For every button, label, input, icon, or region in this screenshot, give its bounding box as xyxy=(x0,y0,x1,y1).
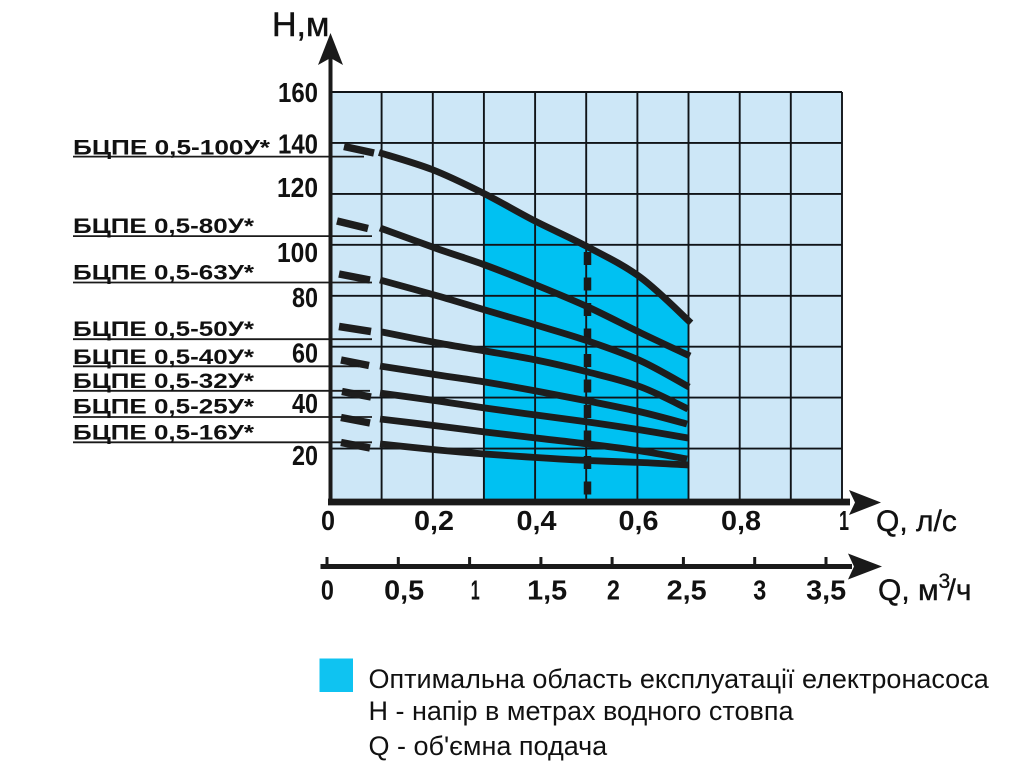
svg-text:Q, л/с: Q, л/с xyxy=(876,505,957,538)
svg-text:2: 2 xyxy=(607,575,620,606)
svg-text:0,2: 0,2 xyxy=(414,505,454,536)
svg-text:3: 3 xyxy=(753,575,766,606)
svg-text:0,5: 0,5 xyxy=(384,575,424,606)
svg-text:0: 0 xyxy=(321,575,334,606)
svg-text:100: 100 xyxy=(277,237,318,268)
svg-text:БЦПЕ 0,5-40У*: БЦПЕ 0,5-40У* xyxy=(73,346,255,369)
svg-text:1: 1 xyxy=(471,575,480,606)
svg-text:160: 160 xyxy=(278,77,318,108)
svg-text:140: 140 xyxy=(278,129,318,160)
svg-text:120: 120 xyxy=(277,172,318,203)
svg-text:БЦПЕ 0,5-80У*: БЦПЕ 0,5-80У* xyxy=(73,215,255,238)
svg-text:Н,м: Н,м xyxy=(272,6,329,44)
svg-text:БЦПЕ 0,5-100У*: БЦПЕ 0,5-100У* xyxy=(73,137,271,160)
svg-text:Q, м: Q, м xyxy=(878,574,939,607)
svg-text:0,8: 0,8 xyxy=(721,505,761,536)
svg-text:Н - напір в метрах водного сто: Н - напір в метрах водного стовпа xyxy=(369,696,795,726)
svg-text:3,5: 3,5 xyxy=(806,575,846,606)
svg-text:1,5: 1,5 xyxy=(527,575,567,606)
svg-text:0,6: 0,6 xyxy=(619,505,659,536)
svg-text:3: 3 xyxy=(939,570,951,593)
svg-text:60: 60 xyxy=(292,338,318,369)
svg-text:0,4: 0,4 xyxy=(517,505,557,536)
svg-text:1: 1 xyxy=(839,505,849,536)
svg-text:40: 40 xyxy=(292,388,318,419)
svg-text:БЦПЕ 0,5-32У*: БЦПЕ 0,5-32У* xyxy=(73,370,255,393)
svg-text:80: 80 xyxy=(292,282,318,313)
svg-text:/ч: /ч xyxy=(948,574,972,607)
svg-text:БЦПЕ 0,5-25У*: БЦПЕ 0,5-25У* xyxy=(73,396,255,419)
svg-text:БЦПЕ 0,5-50У*: БЦПЕ 0,5-50У* xyxy=(73,318,255,341)
svg-text:20: 20 xyxy=(292,440,318,471)
svg-text:Оптимальна область експлуатаці: Оптимальна область експлуатації електрон… xyxy=(369,664,990,694)
svg-text:БЦПЕ 0,5-16У*: БЦПЕ 0,5-16У* xyxy=(73,422,255,445)
svg-text:2,5: 2,5 xyxy=(667,575,707,606)
svg-text:Q - об'ємна подача: Q - об'ємна подача xyxy=(369,731,609,761)
svg-text:0: 0 xyxy=(321,505,335,536)
svg-text:БЦПЕ 0,5-63У*: БЦПЕ 0,5-63У* xyxy=(73,262,255,285)
